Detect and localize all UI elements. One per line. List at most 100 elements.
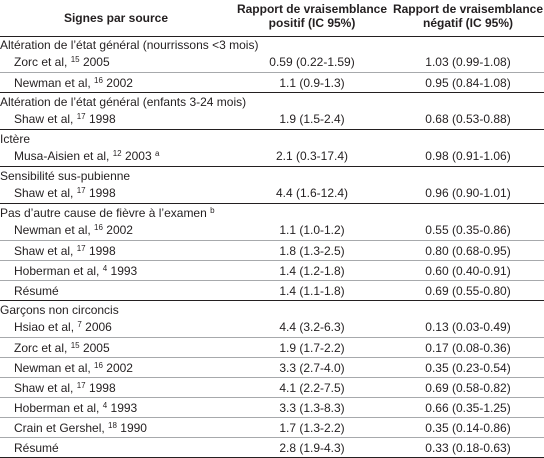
source-year: 1998	[85, 112, 116, 126]
group-title-text: Ictère	[0, 132, 31, 146]
source-year: 1990	[116, 421, 147, 435]
group-title-text: Sensibilité sus-pubienne	[0, 169, 131, 183]
positive-lr-value: 1.1 (1.0-1.2)	[279, 223, 345, 237]
positive-lr-value: 1.8 (1.3-2.5)	[279, 244, 345, 258]
reference-number: 16	[94, 223, 103, 232]
table-row: Newman et al, 16 2002 1.1 (1.0-1.2) 0.55 (…	[0, 220, 544, 240]
source-year: 2002	[102, 223, 133, 237]
source-name: Newman et al,	[14, 361, 91, 375]
sign-group: Ictère Musa-Aisien et al, 12 2003 a 2.1 (0…	[0, 130, 544, 167]
positive-lr-value: 2.1 (0.3-17.4)	[275, 149, 349, 163]
reference-number: 12	[112, 149, 122, 158]
reference-number: 17	[76, 381, 86, 390]
positive-lr-value: 1.4 (1.1-1.8)	[279, 284, 345, 298]
group-title: Pas d’autre cause de fièvre à l’examen b	[0, 206, 544, 220]
source-name: Musa-Aisien et al,	[14, 149, 110, 163]
reference-number: 18	[108, 421, 117, 430]
positive-lr-value: 4.4 (3.2-6.3)	[279, 320, 345, 334]
reference-number: 7	[77, 320, 82, 329]
table-row: Résumé 2.8 (1.9-4.3) 0.33 (0.18-0.63)	[0, 437, 544, 457]
negative-lr-value: 0.13 (0.03-0.49)	[425, 320, 511, 334]
source-cell: Hsiao et al, 7 2006	[14, 320, 112, 334]
table-row: Newman et al, 16 2002 3.3 (2.7-4.0) 0.35 (…	[0, 357, 544, 377]
header-negative-lr-line2: négatif (IC 95%)	[422, 16, 513, 30]
negative-lr-value: 0.66 (0.35-1.25)	[425, 401, 511, 415]
source-year: 1998	[85, 186, 116, 200]
reference-number: 17	[76, 186, 86, 195]
reference-number: 15	[70, 55, 80, 64]
header-negative-lr-line1: Rapport de vraisemblance	[392, 2, 544, 16]
negative-lr-value: 0.55 (0.35-0.86)	[425, 223, 511, 237]
positive-lr-value: 1.9 (1.5-2.4)	[279, 112, 345, 126]
source-year: 2005	[79, 341, 110, 355]
source-cell: Shaw et al, 17 1998	[14, 381, 116, 395]
positive-lr-value: 3.3 (2.7-4.0)	[279, 361, 345, 375]
source-cell: Zorc et al, 15 2005	[14, 341, 110, 355]
positive-lr-value: 1.4 (1.2-1.8)	[279, 264, 345, 278]
table-header: Signes par source Rapport de vraisemblan…	[0, 0, 544, 37]
negative-lr-value: 0.69 (0.58-0.82)	[425, 381, 511, 395]
table-row: Hoberman et al, 4 1993 1.4 (1.2-1.8) 0.60 …	[0, 260, 544, 280]
negative-lr-value: 1.03 (0.99-1.08)	[425, 55, 511, 69]
table-row: Shaw et al, 17 1998 4.4 (1.6-12.4) 0.96 (0…	[0, 183, 544, 203]
table-row: Zorc et al, 15 2005 0.59 (0.22-1.59) 1.03 …	[0, 52, 544, 72]
group-title: Sensibilité sus-pubienne	[0, 169, 544, 183]
negative-lr-value: 0.95 (0.84-1.08)	[425, 76, 511, 90]
negative-lr-value: 0.17 (0.08-0.36)	[425, 341, 511, 355]
group-title-text: Altération de l’état général (enfants 3-…	[0, 95, 247, 109]
source-cell: Zorc et al, 15 2005	[14, 55, 110, 69]
source-name: Shaw et al,	[14, 112, 74, 126]
group-title: Ictère	[0, 132, 544, 146]
reference-number: 4	[102, 264, 108, 273]
positive-lr-value: 1.9 (1.7-2.2)	[279, 341, 345, 355]
reference-number: 4	[102, 401, 108, 410]
source-cell: Musa-Aisien et al, 12 2003 a	[14, 149, 159, 163]
table-row: Shaw et al, 17 1998 1.9 (1.5-2.4) 0.68 (0.…	[0, 109, 544, 129]
source-name: Shaw et al,	[14, 381, 74, 395]
positive-lr-value: 4.4 (1.6-12.4)	[275, 186, 349, 200]
source-year: 2006	[81, 320, 112, 334]
group-title: Altération de l’état général (enfants 3-…	[0, 95, 544, 109]
source-cell: Hoberman et al, 4 1993	[14, 401, 137, 415]
source-year: 2002	[102, 76, 133, 90]
source-cell: Hoberman et al, 4 1993	[14, 264, 137, 278]
source-name: Crain et Gershel,	[14, 421, 105, 435]
table-row: Shaw et al, 17 1998 1.8 (1.3-2.5) 0.80 (0.…	[0, 240, 544, 260]
source-year: 2005	[79, 55, 110, 69]
positive-lr-value: 3.3 (1.3-8.3)	[279, 401, 345, 415]
header-positive-lr: Rapport de vraisemblance positif (IC 95%…	[232, 2, 392, 30]
source-cell: Shaw et al, 17 1998	[14, 112, 116, 126]
source-name: Shaw et al,	[14, 244, 74, 258]
negative-lr-value: 0.80 (0.68-0.95)	[425, 244, 511, 258]
sign-group: Altération de l’état général (nourrisson…	[0, 36, 544, 93]
positive-lr-value: 0.59 (0.22-1.59)	[269, 55, 355, 69]
source-cell: Newman et al, 16 2002	[14, 76, 133, 90]
source-year: 1993	[107, 264, 138, 278]
positive-lr-value: 4.1 (2.2-7.5)	[279, 381, 345, 395]
header-positive-lr-line1: Rapport de vraisemblance	[236, 2, 388, 16]
footnote-marker: a	[155, 149, 160, 158]
positive-lr-value: 2.8 (1.9-4.3)	[279, 441, 345, 455]
table-row: Hoberman et al, 4 1993 3.3 (1.3-8.3) 0.66 …	[0, 397, 544, 417]
source-cell: Crain et Gershel, 18 1990	[14, 421, 147, 435]
source-name: Zorc et al,	[14, 341, 68, 355]
group-title: Garçons non circoncis	[0, 303, 544, 317]
source-name: Zorc et al,	[14, 55, 68, 69]
negative-lr-value: 0.35 (0.14-0.86)	[425, 421, 511, 435]
table-row: Musa-Aisien et al, 12 2003 a 2.1 (0.3-17.…	[0, 146, 544, 166]
table-row: Newman et al, 16 2002 1.1 (0.9-1.3) 0.95 (…	[0, 72, 544, 92]
source-year: 2003	[121, 149, 152, 163]
negative-lr-value: 0.60 (0.40-0.91)	[425, 264, 511, 278]
negative-lr-value: 0.33 (0.18-0.63)	[425, 441, 511, 455]
table-body: Altération de l’état général (nourrisson…	[0, 36, 544, 458]
negative-lr-value: 0.98 (0.91-1.06)	[425, 149, 511, 163]
sign-group: Sensibilité sus-pubienne Shaw et al, 17 1…	[0, 167, 544, 204]
source-name: Newman et al,	[14, 76, 91, 90]
sign-group: Pas d’autre cause de fièvre à l’examen b…	[0, 204, 544, 301]
reference-number: 17	[76, 112, 86, 121]
source-year: 1993	[107, 401, 138, 415]
source-year: 1998	[85, 244, 116, 258]
source-name: Résumé	[14, 284, 59, 298]
source-cell: Résumé	[14, 441, 59, 455]
table-row: Zorc et al, 15 2005 1.9 (1.7-2.2) 0.17 (0.…	[0, 337, 544, 357]
